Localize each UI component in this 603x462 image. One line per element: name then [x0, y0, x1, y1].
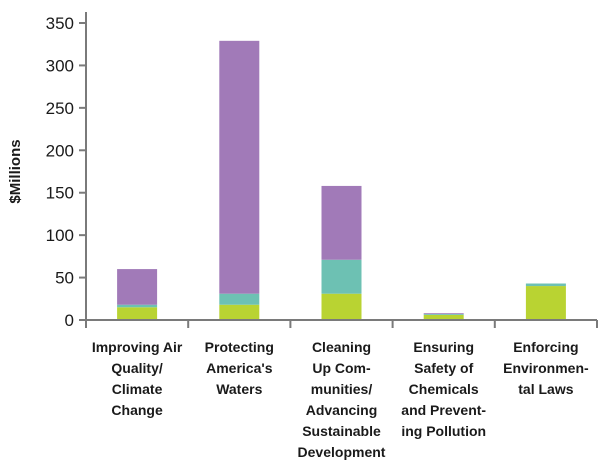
bars-group: [117, 40, 566, 320]
bar-segment-3: [219, 40, 260, 294]
x-category-label: Ensuring Safety of Chemicals and Prevent-in…: [401, 339, 486, 439]
bar-segment-2: [423, 314, 464, 315]
bar-segment-1: [321, 293, 362, 320]
bar-segment-2: [321, 259, 362, 294]
bar-segment-2: [117, 304, 158, 308]
y-tick-label: 250: [46, 99, 74, 118]
bar-segment-1: [117, 307, 158, 320]
y-tick-label: 100: [46, 226, 74, 245]
x-ticks-group: Improving Air Quality/Climate Change Protec…: [85, 320, 598, 460]
bar-segment-3: [117, 269, 158, 305]
bar-segment-3: [423, 313, 464, 315]
bar-segment-3: [321, 185, 362, 260]
x-category-label: Enforcing Environmen-tal Laws: [503, 339, 589, 397]
bar-segment-2: [219, 293, 260, 305]
y-tick-label: 150: [46, 184, 74, 203]
bar-segment-1: [525, 286, 566, 320]
bar-segment-2: [525, 283, 566, 287]
y-tick-label: 0: [65, 311, 74, 330]
y-tick-label: 350: [46, 14, 74, 33]
x-category-label: Cleaning Up Com-munities/Advancing Sustain…: [298, 339, 386, 460]
x-category-label: Improving Air Quality/Climate Change: [92, 339, 183, 418]
y-tick-label: 50: [55, 269, 74, 288]
y-tick-label: 200: [46, 141, 74, 160]
x-category-label: Protecting America's Waters: [205, 339, 274, 397]
y-axis-title: $Millions: [7, 139, 24, 203]
y-ticks-group: 0 50 100 150 200 250 300 350: [46, 14, 86, 330]
bar-segment-1: [219, 304, 260, 320]
y-tick-label: 300: [46, 56, 74, 75]
bar-segment-1: [423, 314, 464, 320]
